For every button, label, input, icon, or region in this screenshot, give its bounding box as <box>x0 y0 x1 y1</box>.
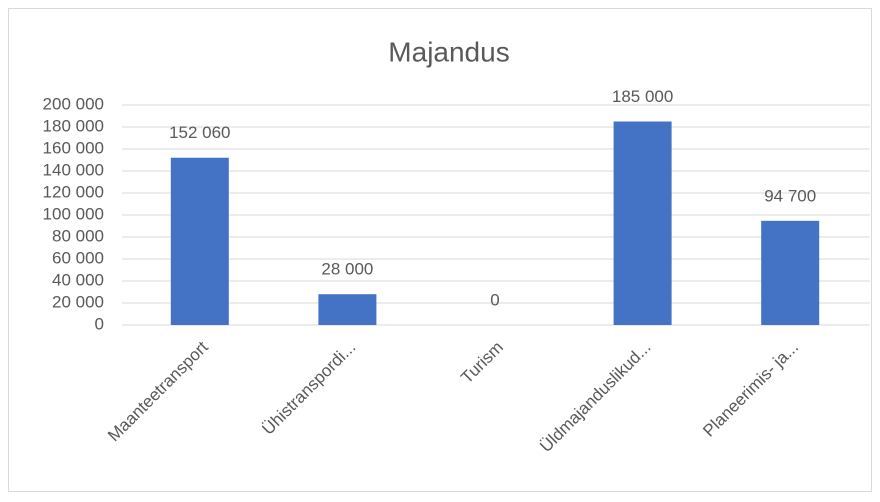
y-tick-label: 100 000 <box>43 204 104 223</box>
chart-title: Majandus <box>388 36 509 67</box>
bar <box>613 121 672 325</box>
y-tick-label: 0 <box>95 314 104 333</box>
y-tick-label: 180 000 <box>43 116 104 135</box>
data-label: 28 000 <box>321 260 373 279</box>
bar <box>761 220 820 325</box>
y-tick-label: 80 000 <box>52 226 104 245</box>
bar <box>170 157 229 325</box>
y-tick-label: 60 000 <box>52 248 104 267</box>
data-label: 94 700 <box>764 186 816 205</box>
data-label: 0 <box>490 290 499 309</box>
y-tick-label: 140 000 <box>43 160 104 179</box>
y-tick-label: 40 000 <box>52 270 104 289</box>
chart-border <box>8 8 872 492</box>
y-tick-label: 160 000 <box>43 138 104 157</box>
bar <box>318 294 377 325</box>
data-label: 152 060 <box>169 123 230 142</box>
y-tick-label: 200 000 <box>43 94 104 113</box>
y-tick-label: 20 000 <box>52 292 104 311</box>
data-label: 185 000 <box>612 87 673 106</box>
y-tick-label: 120 000 <box>43 182 104 201</box>
